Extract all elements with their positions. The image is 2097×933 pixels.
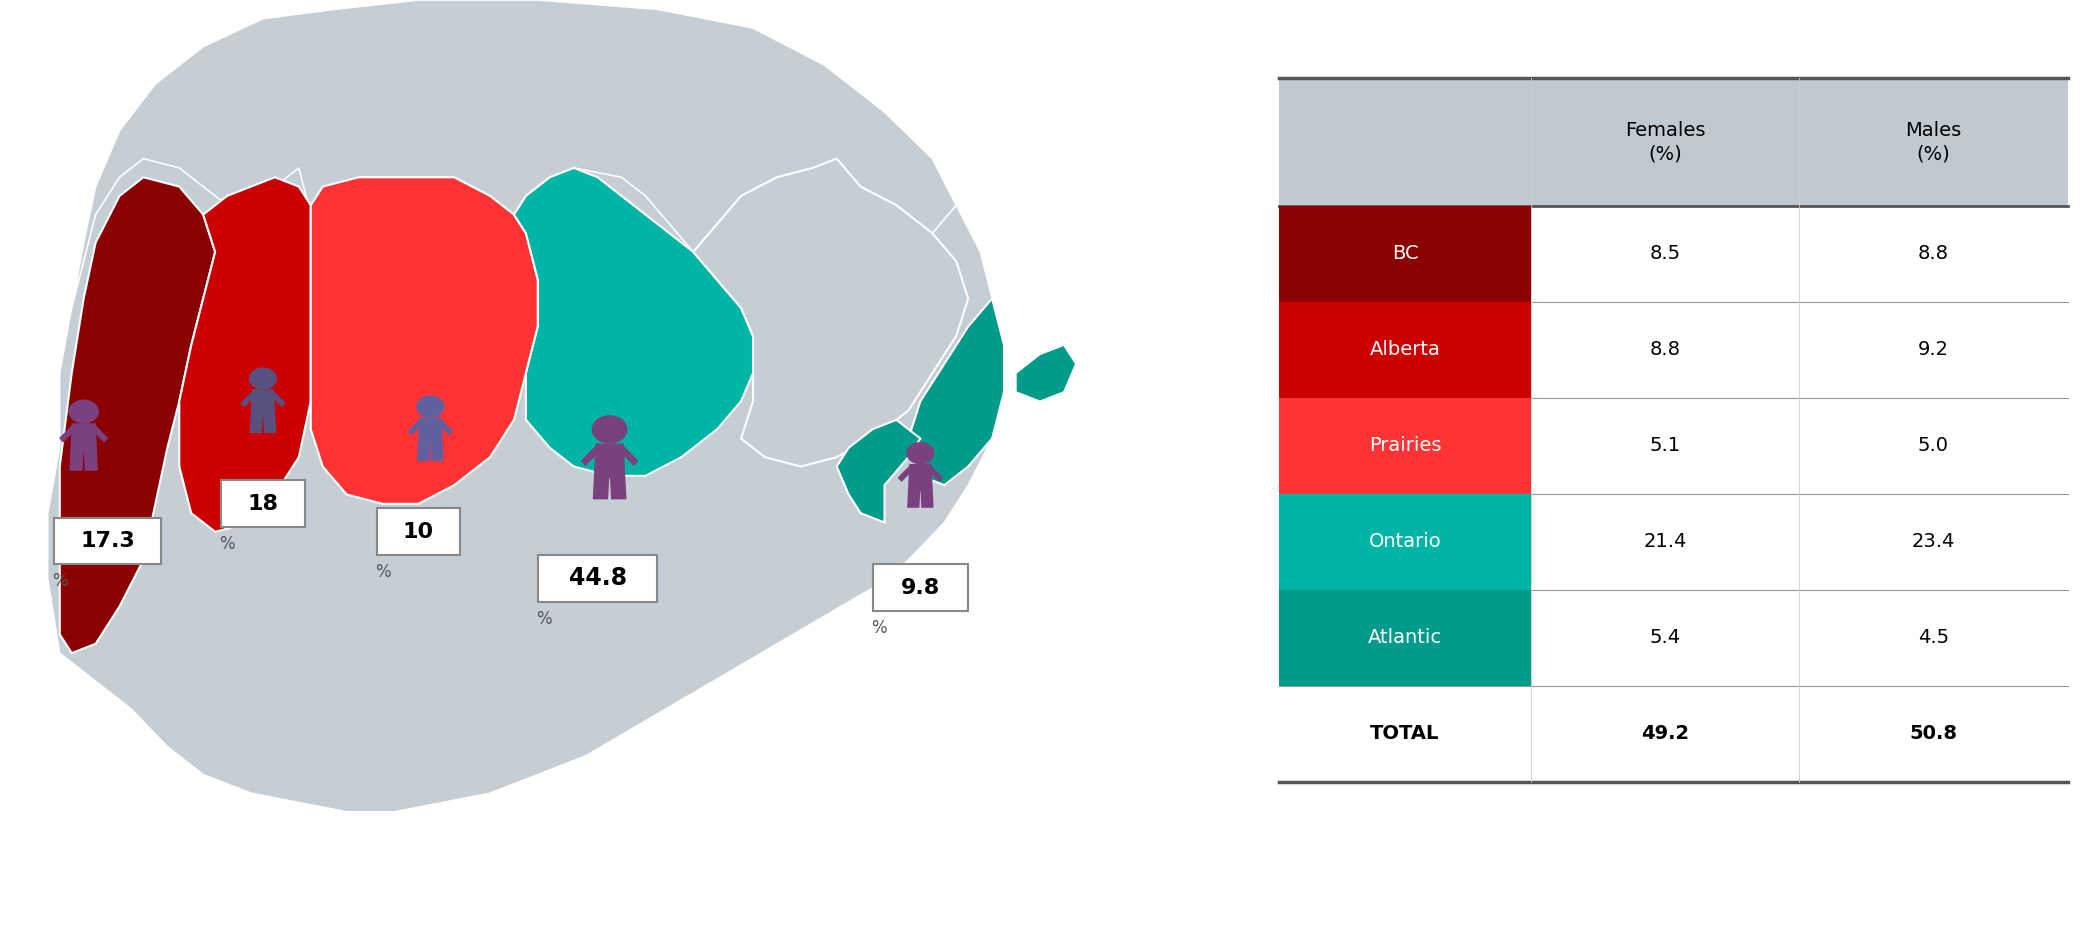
Circle shape bbox=[591, 416, 627, 443]
Text: 23.4: 23.4 bbox=[1912, 533, 1954, 551]
Polygon shape bbox=[69, 453, 82, 470]
FancyBboxPatch shape bbox=[1279, 590, 1531, 686]
Polygon shape bbox=[48, 0, 1004, 812]
Polygon shape bbox=[250, 416, 262, 433]
Polygon shape bbox=[438, 420, 453, 435]
Text: %: % bbox=[375, 563, 390, 581]
Text: 8.8: 8.8 bbox=[1650, 341, 1680, 359]
Polygon shape bbox=[432, 444, 442, 461]
Text: Atlantic: Atlantic bbox=[1367, 629, 1443, 648]
Polygon shape bbox=[596, 444, 625, 478]
Text: Ontario: Ontario bbox=[1369, 533, 1441, 551]
Circle shape bbox=[908, 443, 933, 464]
Circle shape bbox=[250, 369, 277, 389]
Polygon shape bbox=[581, 446, 600, 466]
Polygon shape bbox=[921, 491, 933, 508]
Text: %: % bbox=[52, 572, 67, 591]
Circle shape bbox=[69, 400, 99, 423]
Polygon shape bbox=[837, 420, 921, 522]
Text: 49.2: 49.2 bbox=[1642, 724, 1688, 744]
Polygon shape bbox=[71, 0, 956, 308]
Polygon shape bbox=[908, 491, 921, 508]
FancyBboxPatch shape bbox=[1279, 301, 1531, 397]
Polygon shape bbox=[900, 466, 912, 481]
Text: 4.5: 4.5 bbox=[1919, 629, 1948, 648]
FancyBboxPatch shape bbox=[377, 508, 459, 555]
Polygon shape bbox=[610, 478, 625, 498]
Polygon shape bbox=[264, 416, 275, 433]
Text: 5.1: 5.1 bbox=[1650, 437, 1680, 455]
FancyBboxPatch shape bbox=[1279, 494, 1531, 590]
Polygon shape bbox=[409, 420, 424, 435]
Text: 5.0: 5.0 bbox=[1919, 437, 1948, 455]
Text: BC: BC bbox=[1392, 244, 1418, 263]
Polygon shape bbox=[310, 177, 537, 504]
Text: %: % bbox=[870, 619, 887, 637]
Polygon shape bbox=[927, 466, 942, 481]
Text: %: % bbox=[220, 535, 235, 553]
Polygon shape bbox=[92, 425, 107, 441]
Polygon shape bbox=[694, 159, 969, 466]
FancyBboxPatch shape bbox=[537, 555, 658, 602]
FancyBboxPatch shape bbox=[55, 518, 161, 564]
Polygon shape bbox=[417, 444, 430, 461]
FancyBboxPatch shape bbox=[1279, 78, 2068, 205]
Text: Males
(%): Males (%) bbox=[1906, 120, 1961, 163]
Text: 50.8: 50.8 bbox=[1910, 724, 1957, 744]
Polygon shape bbox=[619, 446, 637, 466]
Text: 5.4: 5.4 bbox=[1650, 629, 1680, 648]
Polygon shape bbox=[252, 390, 275, 416]
Polygon shape bbox=[71, 424, 96, 453]
Polygon shape bbox=[59, 177, 216, 653]
Circle shape bbox=[417, 397, 445, 417]
Text: 9.2: 9.2 bbox=[1919, 341, 1948, 359]
Polygon shape bbox=[271, 392, 285, 407]
Text: 21.4: 21.4 bbox=[1644, 533, 1686, 551]
Polygon shape bbox=[241, 392, 256, 407]
Polygon shape bbox=[419, 418, 442, 444]
Polygon shape bbox=[178, 177, 310, 532]
Polygon shape bbox=[84, 453, 96, 470]
Polygon shape bbox=[514, 168, 753, 476]
Polygon shape bbox=[908, 465, 931, 491]
Text: 9.8: 9.8 bbox=[902, 578, 939, 598]
Polygon shape bbox=[1015, 345, 1076, 401]
Text: 10: 10 bbox=[403, 522, 434, 542]
Polygon shape bbox=[908, 299, 1004, 485]
FancyBboxPatch shape bbox=[1279, 205, 1531, 301]
Text: TOTAL: TOTAL bbox=[1369, 724, 1441, 744]
Text: Alberta: Alberta bbox=[1369, 341, 1441, 359]
Text: 8.5: 8.5 bbox=[1650, 244, 1680, 263]
Text: Females
(%): Females (%) bbox=[1625, 120, 1705, 163]
FancyBboxPatch shape bbox=[220, 480, 304, 527]
Text: 18: 18 bbox=[247, 494, 279, 514]
FancyBboxPatch shape bbox=[1279, 397, 1531, 494]
FancyBboxPatch shape bbox=[872, 564, 969, 611]
Text: %: % bbox=[537, 609, 552, 628]
Text: 17.3: 17.3 bbox=[80, 531, 134, 551]
Polygon shape bbox=[61, 425, 75, 441]
Polygon shape bbox=[593, 478, 608, 498]
Text: Prairies: Prairies bbox=[1369, 437, 1441, 455]
Text: 44.8: 44.8 bbox=[568, 566, 627, 591]
Text: 8.8: 8.8 bbox=[1919, 244, 1948, 263]
